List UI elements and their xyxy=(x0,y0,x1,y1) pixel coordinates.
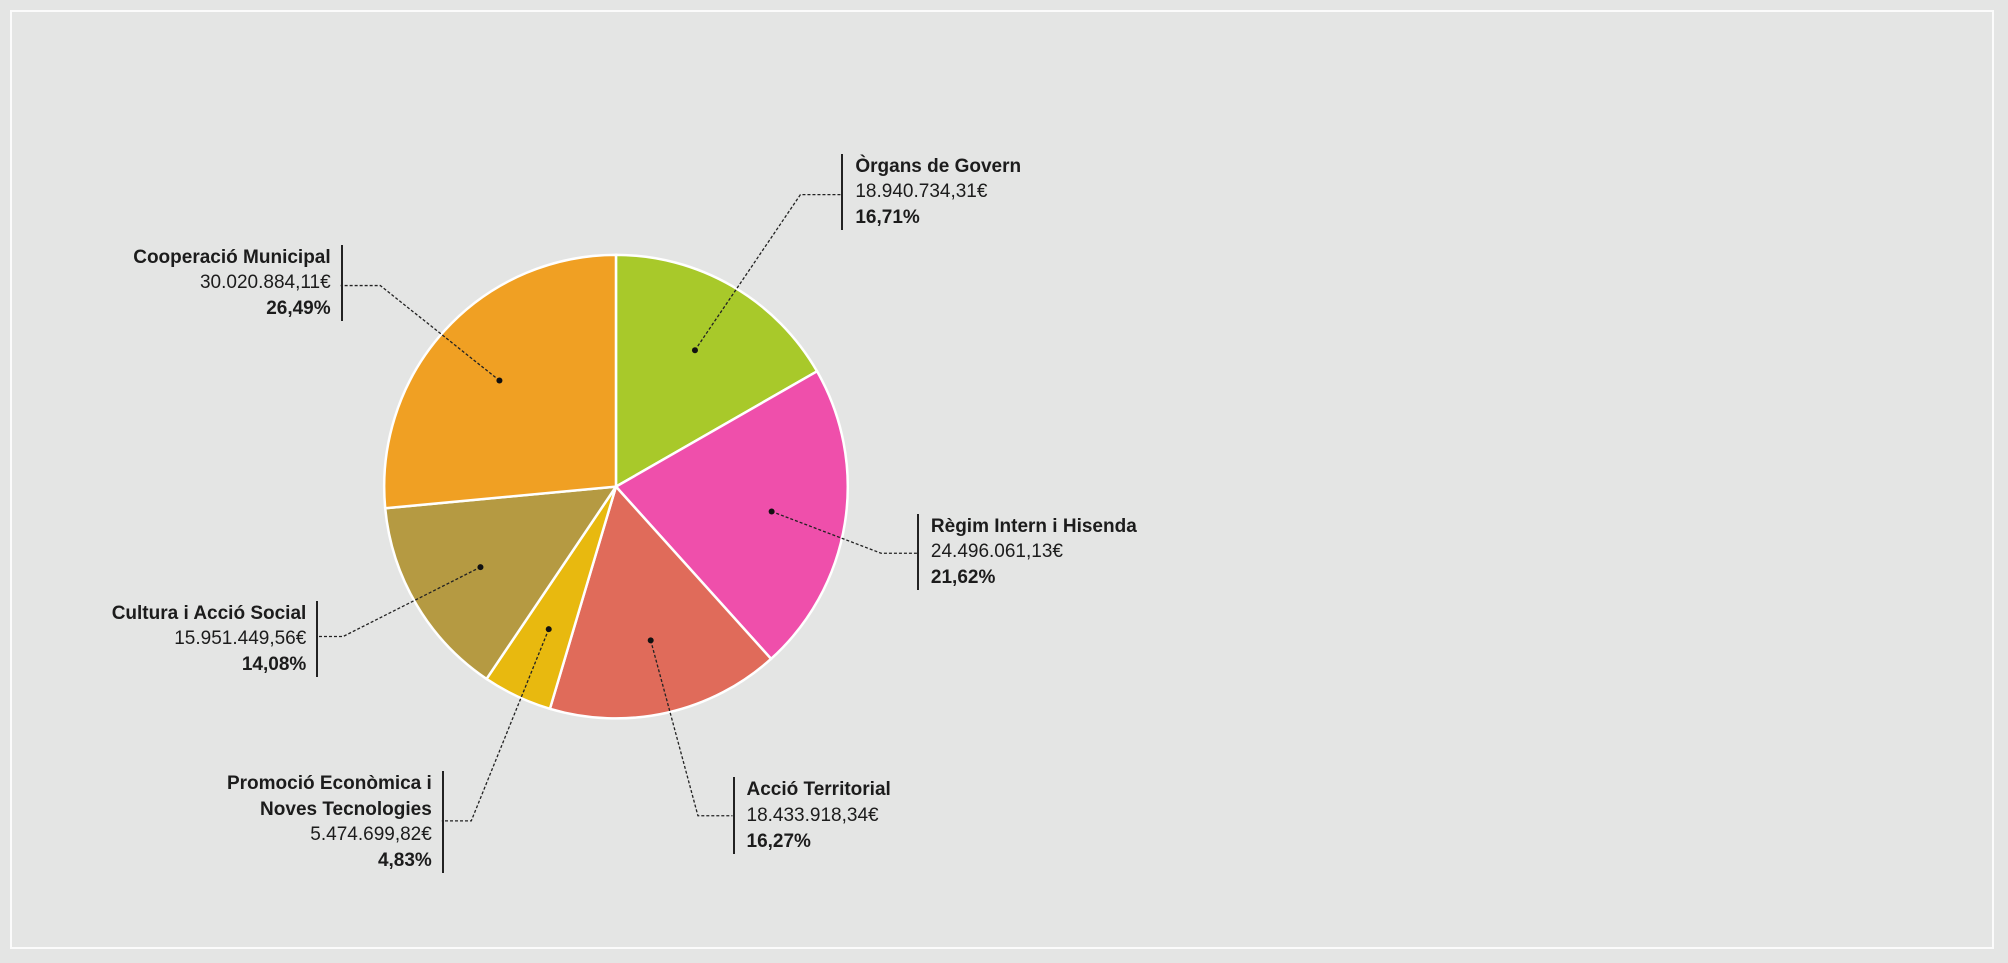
pie-slice xyxy=(383,485,619,681)
leader-line xyxy=(340,284,500,382)
leader-dot xyxy=(477,564,484,571)
slice-label: Acció Territorial 18.433.918,34€ 16,27% xyxy=(732,777,891,855)
amount-label: 30.020.884,11€ xyxy=(199,272,331,294)
percent-label: 26,49% xyxy=(266,297,331,319)
leader-dot xyxy=(496,377,503,384)
category-label: Acció Territorial xyxy=(746,779,891,801)
pie-slice xyxy=(548,484,773,720)
percent-label: 14,08% xyxy=(241,653,307,675)
category-label: Règim Intern i Hisenda xyxy=(930,515,1137,537)
slice-label: Règim Intern i Hisenda 24.496.061,13€ 21,6… xyxy=(916,513,1137,591)
amount-label: 18.940.734,31€ xyxy=(855,181,988,203)
leader-dot xyxy=(768,508,775,515)
category-label: Òrgans de Govern xyxy=(855,155,1022,177)
category-label: Promoció Econòmica i Noves Tecnologies xyxy=(226,772,432,820)
amount-label: 18.433.918,34€ xyxy=(746,804,879,826)
slice-label: Cultura i Acció Social 15.951.449,56€ 14,0… xyxy=(111,600,319,678)
leader-dot xyxy=(691,347,698,354)
slice-label: Òrgans de Govern 18.940.734,31€ 16,71% xyxy=(841,153,1022,231)
amount-label: 15.951.449,56€ xyxy=(174,628,307,650)
percent-label: 16,71% xyxy=(855,206,920,228)
percent-label: 21,62% xyxy=(930,566,996,588)
slice-label: Promoció Econòmica i Noves Tecnologies 5.… xyxy=(202,770,444,874)
frame xyxy=(10,10,1994,949)
leader-line xyxy=(771,510,917,554)
percent-label: 16,27% xyxy=(746,830,811,852)
pie-slice xyxy=(614,369,849,661)
slice-label: Cooperació Municipal 30.020.884,11€ 26,49% xyxy=(133,244,343,322)
category-label: Cultura i Acció Social xyxy=(111,602,307,624)
amount-label: 24.496.061,13€ xyxy=(930,541,1063,563)
leader-dot xyxy=(647,637,654,644)
leader-line xyxy=(650,640,733,817)
leader-line xyxy=(316,566,481,638)
leader-line xyxy=(441,628,550,822)
percent-label: 4,83% xyxy=(377,849,432,871)
category-label: Cooperació Municipal xyxy=(133,246,331,268)
leader-dot xyxy=(545,626,552,633)
pie-slice xyxy=(614,253,819,489)
leader-line xyxy=(694,194,842,351)
amount-label: 5.474.699,82€ xyxy=(310,824,432,846)
